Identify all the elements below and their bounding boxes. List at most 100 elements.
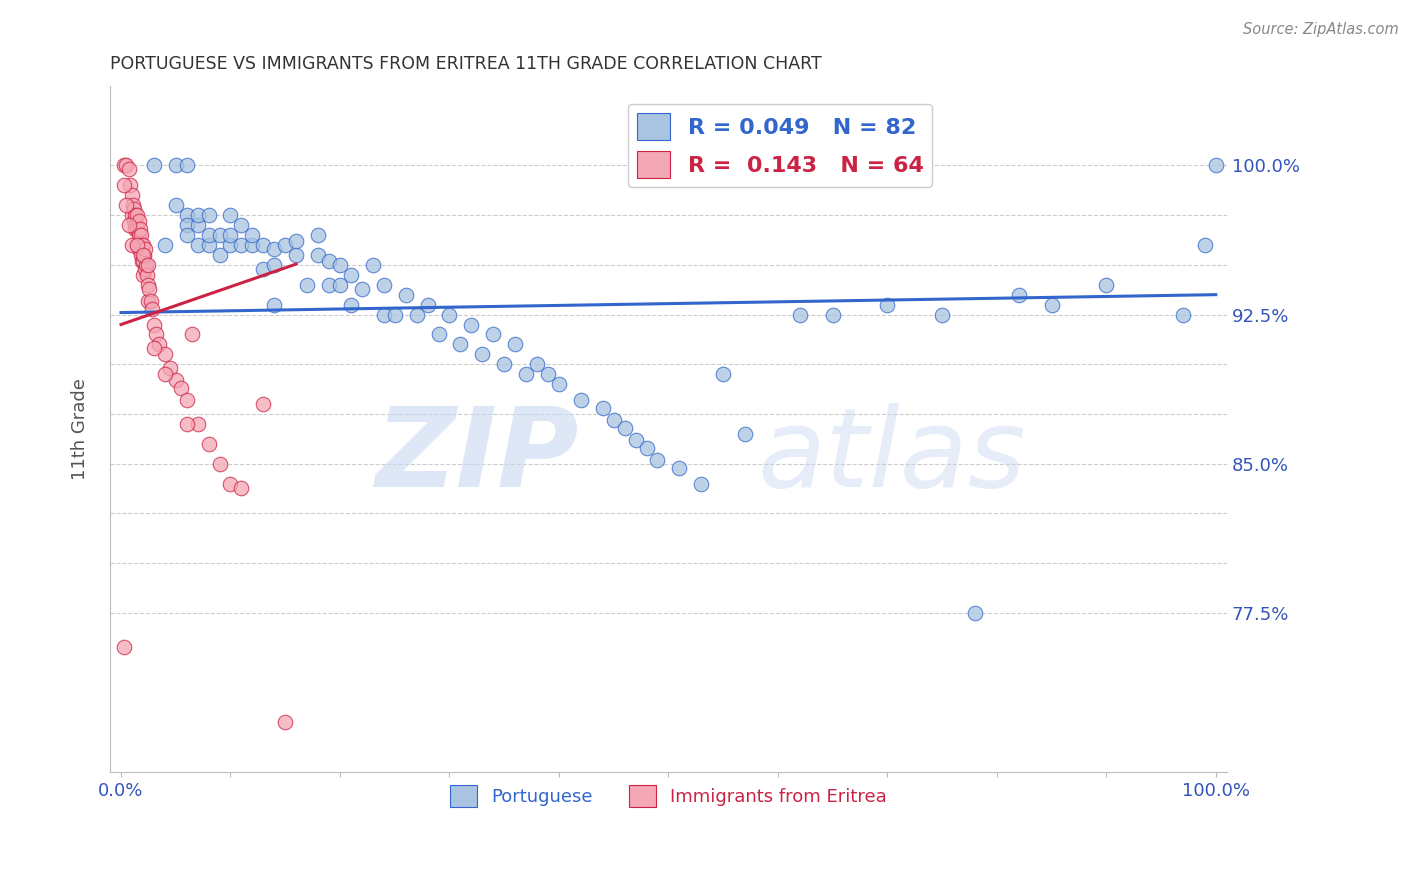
Point	[127, 238, 149, 252]
Point	[112, 158, 135, 172]
Y-axis label: 11th Grade: 11th Grade	[72, 378, 89, 480]
Point	[132, 238, 155, 252]
Point	[208, 248, 231, 262]
Point	[340, 268, 363, 282]
Point	[318, 253, 340, 268]
Point	[132, 248, 155, 262]
Point	[145, 327, 167, 342]
Point	[187, 208, 209, 222]
Point	[132, 248, 155, 262]
Point	[821, 308, 844, 322]
Point	[602, 413, 624, 427]
Point	[1008, 287, 1031, 301]
Point	[373, 308, 395, 322]
Point	[592, 401, 614, 415]
Point	[121, 208, 143, 222]
Point	[263, 258, 285, 272]
Text: Source: ZipAtlas.com: Source: ZipAtlas.com	[1243, 22, 1399, 37]
Point	[1171, 308, 1194, 322]
Point	[384, 308, 406, 322]
Point	[181, 327, 204, 342]
Point	[197, 238, 219, 252]
Point	[124, 222, 146, 236]
Point	[138, 258, 160, 272]
Point	[647, 452, 669, 467]
Text: PORTUGUESE VS IMMIGRANTS FROM ERITREA 11TH GRADE CORRELATION CHART: PORTUGUESE VS IMMIGRANTS FROM ERITREA 11…	[110, 55, 823, 73]
Point	[197, 437, 219, 451]
Point	[537, 368, 560, 382]
Point	[112, 640, 135, 654]
Point	[128, 214, 150, 228]
Point	[427, 327, 450, 342]
Point	[127, 222, 149, 236]
Point	[135, 258, 157, 272]
Point	[636, 441, 658, 455]
Point	[118, 178, 141, 193]
Point	[132, 268, 155, 282]
Point	[1040, 297, 1063, 311]
Point	[219, 227, 242, 242]
Point	[231, 481, 253, 495]
Point	[122, 202, 145, 216]
Point	[613, 421, 636, 435]
Point	[734, 426, 756, 441]
Point	[176, 158, 198, 172]
Point	[274, 715, 297, 730]
Point	[569, 393, 592, 408]
Point	[176, 227, 198, 242]
Point	[128, 242, 150, 256]
Point	[274, 238, 297, 252]
Point	[231, 218, 253, 232]
Point	[515, 368, 537, 382]
Point	[165, 373, 187, 387]
Point	[118, 218, 141, 232]
Point	[129, 227, 152, 242]
Point	[285, 248, 308, 262]
Point	[138, 277, 160, 292]
Point	[1205, 158, 1227, 172]
Point	[340, 297, 363, 311]
Point	[176, 218, 198, 232]
Point	[128, 222, 150, 236]
Point	[141, 301, 163, 316]
Point	[112, 178, 135, 193]
Point	[122, 198, 145, 212]
Point	[128, 227, 150, 242]
Point	[115, 158, 138, 172]
Point	[219, 208, 242, 222]
Point	[503, 337, 526, 351]
Point	[128, 238, 150, 252]
Point	[548, 377, 571, 392]
Point	[153, 368, 176, 382]
Point	[263, 297, 285, 311]
Point	[494, 357, 516, 371]
Point	[252, 397, 274, 411]
Point	[165, 198, 187, 212]
Point	[690, 476, 713, 491]
Point	[159, 361, 181, 376]
Point	[208, 227, 231, 242]
Point	[165, 158, 187, 172]
Point	[405, 308, 427, 322]
Point	[176, 417, 198, 431]
Point	[142, 158, 165, 172]
Point	[711, 368, 734, 382]
Point	[132, 253, 155, 268]
Point	[350, 282, 373, 296]
Point	[121, 238, 143, 252]
Point	[153, 238, 176, 252]
Point	[624, 433, 647, 447]
Point	[148, 337, 170, 351]
Point	[318, 277, 340, 292]
Point	[138, 293, 160, 308]
Point	[252, 238, 274, 252]
Point	[127, 238, 149, 252]
Point	[138, 282, 160, 296]
Point	[219, 476, 242, 491]
Point	[139, 293, 162, 308]
Point	[373, 277, 395, 292]
Point	[263, 242, 285, 256]
Point	[121, 188, 143, 202]
Point	[134, 261, 156, 276]
Point	[789, 308, 811, 322]
